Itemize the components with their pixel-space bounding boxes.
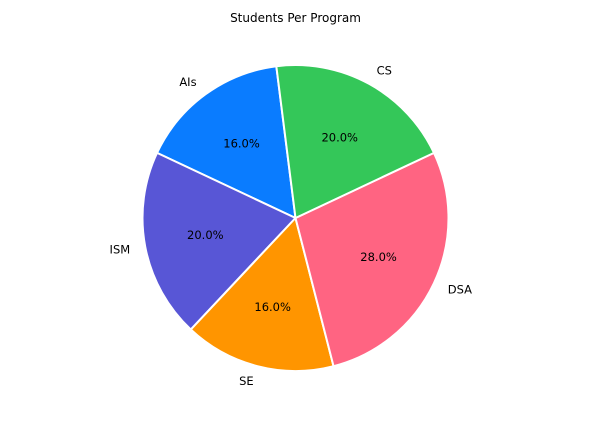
pie-pct-label-dsa: 28.0%: [360, 250, 397, 264]
pie-pct-label-se: 16.0%: [254, 300, 291, 314]
pie-slice-ais: [156, 65, 297, 219]
pie-pct-label-ism: 20.0%: [187, 228, 224, 242]
pie-label-cs: CS: [377, 64, 392, 78]
pie-label-ais: AIs: [179, 75, 196, 89]
pie-slice-cs: [275, 64, 435, 219]
pie-slices: [141, 64, 450, 372]
pie-slice-ism: [141, 151, 297, 331]
pie-label-ism: ISM: [110, 243, 131, 257]
chart-title: Students Per Program: [230, 11, 361, 25]
pie-labels: AIs 16.0% ISM 20.0% SE 16.0% DSA 28.0% CS 20.0%: [110, 64, 473, 388]
pie-slice-dsa: [294, 151, 450, 368]
pie-pct-label-cs: 20.0%: [321, 131, 358, 145]
pie-slice-se: [189, 217, 335, 372]
pie-label-dsa: DSA: [448, 283, 472, 297]
pie-label-se: SE: [239, 374, 254, 388]
pie-pct-label-ais: 16.0%: [223, 137, 260, 151]
